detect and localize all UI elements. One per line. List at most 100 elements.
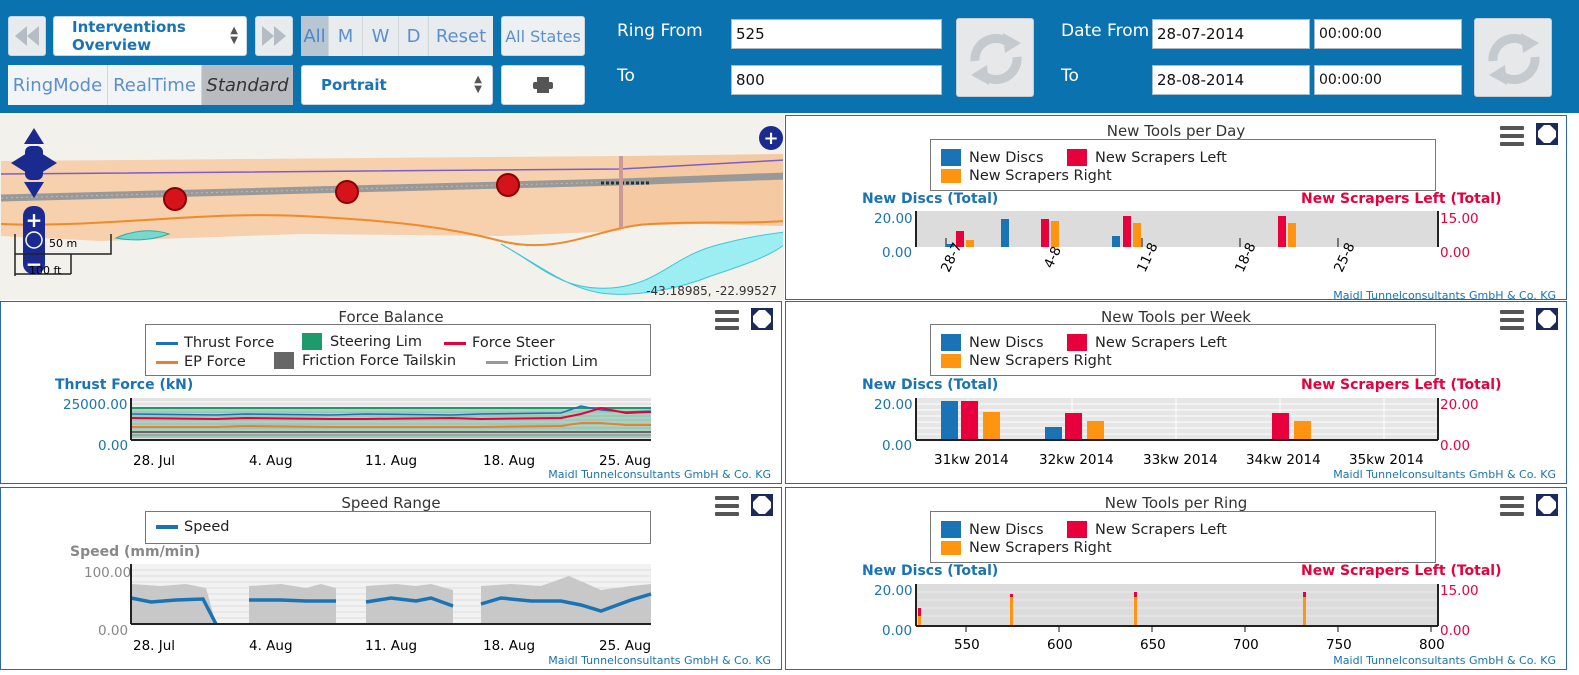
chart-credit[interactable]: Maidl Tunnelconsultants GmbH & Co. KG bbox=[1333, 289, 1556, 300]
chart-menu-icon[interactable] bbox=[715, 496, 739, 516]
legend-item[interactable]: Thrust Force bbox=[156, 335, 274, 351]
right-axis-title: New Scrapers Left (Total) bbox=[1301, 191, 1502, 207]
fullscreen-icon[interactable] bbox=[750, 307, 774, 331]
bar-scrapers-left[interactable] bbox=[1272, 413, 1289, 440]
legend-item[interactable]: Steering Lim bbox=[302, 333, 422, 350]
legend-item[interactable]: New Scrapers Left bbox=[1067, 334, 1227, 351]
series-speed[interactable] bbox=[365, 596, 454, 608]
all-states-button[interactable]: All States bbox=[501, 16, 585, 56]
bar-scrapers-left[interactable] bbox=[1134, 592, 1137, 597]
series-speed[interactable] bbox=[130, 596, 218, 625]
bar-scrapers-right[interactable] bbox=[1288, 223, 1296, 247]
chart-credit[interactable]: Maidl Tunnelconsultants GmbH & Co. KG bbox=[1333, 654, 1556, 667]
ring-from-label: Ring From bbox=[617, 21, 703, 41]
legend-item[interactable]: New Discs bbox=[941, 521, 1044, 538]
chart-menu-icon[interactable] bbox=[1500, 310, 1524, 330]
bar-scrapers-right[interactable] bbox=[1087, 421, 1104, 440]
chart-credit[interactable]: Maidl Tunnelconsultants GmbH & Co. KG bbox=[548, 654, 771, 667]
bar-scrapers-right[interactable] bbox=[1051, 221, 1059, 247]
ring-to-input[interactable]: 800 bbox=[731, 65, 942, 95]
bar-scrapers-right[interactable] bbox=[966, 240, 974, 247]
bar-new-discs[interactable] bbox=[1001, 219, 1009, 247]
legend-item[interactable]: Friction Force Tailskin bbox=[274, 352, 456, 369]
chart-credit[interactable]: Maidl Tunnelconsultants GmbH & Co. KG bbox=[548, 468, 771, 481]
bar-scrapers-right[interactable] bbox=[1133, 223, 1141, 247]
legend-item[interactable]: New Discs bbox=[941, 334, 1044, 351]
bar-scrapers-right[interactable] bbox=[1010, 597, 1013, 626]
bar-scrapers-left[interactable] bbox=[956, 231, 964, 247]
left-axis-title: Thrust Force (kN) bbox=[55, 377, 194, 393]
prev-button[interactable] bbox=[8, 16, 46, 56]
period-all-button[interactable]: All bbox=[301, 16, 329, 56]
fullscreen-icon[interactable] bbox=[750, 493, 774, 517]
bar-scrapers-left[interactable] bbox=[918, 608, 921, 616]
legend-item[interactable]: New Scrapers Left bbox=[1067, 521, 1227, 538]
legend-item[interactable]: Friction Lim bbox=[486, 354, 598, 370]
bar-scrapers-left[interactable] bbox=[961, 401, 978, 440]
fullscreen-icon[interactable] bbox=[1535, 493, 1559, 517]
realtime-button[interactable]: RealTime bbox=[108, 65, 202, 105]
marker-icon[interactable] bbox=[496, 173, 520, 197]
view-select[interactable]: Interventions Overview ▲ ▼ bbox=[53, 16, 247, 56]
legend-item[interactable]: New Scrapers Right bbox=[941, 168, 1112, 184]
ring-from-input[interactable]: 525 bbox=[731, 19, 942, 49]
series-speed[interactable] bbox=[249, 598, 336, 603]
bar-new-discs[interactable] bbox=[941, 401, 958, 440]
select-arrows-icon: ▲ ▼ bbox=[474, 74, 482, 95]
map-panel[interactable]: + − + 50 m 100 ft -43.18985, -22.99527 bbox=[0, 115, 784, 300]
series-force-steer[interactable] bbox=[130, 406, 652, 421]
legend-item[interactable]: Force Steer bbox=[444, 335, 555, 351]
ringmode-button[interactable]: RingMode bbox=[8, 65, 108, 105]
pan-control-icon[interactable] bbox=[11, 128, 57, 198]
date-from-input[interactable]: 28-07-2014 bbox=[1152, 19, 1310, 49]
fullscreen-icon[interactable] bbox=[1535, 122, 1559, 146]
period-month-button[interactable]: M bbox=[329, 16, 363, 56]
zoom-control[interactable]: + − bbox=[23, 206, 45, 276]
bar-scrapers-left[interactable] bbox=[1065, 413, 1082, 440]
bar-scrapers-left[interactable] bbox=[1041, 219, 1049, 247]
marker-icon[interactable] bbox=[163, 187, 187, 211]
bar-new-discs[interactable] bbox=[946, 244, 954, 247]
next-button[interactable] bbox=[255, 16, 293, 56]
series-ep-force[interactable] bbox=[131, 422, 651, 428]
legend-item[interactable]: Speed bbox=[156, 519, 229, 535]
chart-menu-icon[interactable] bbox=[715, 310, 739, 330]
bar-scrapers-right[interactable] bbox=[983, 412, 1000, 440]
period-day-button[interactable]: D bbox=[399, 16, 429, 56]
date-to-input[interactable]: 28-08-2014 bbox=[1152, 65, 1310, 95]
legend-item[interactable]: New Scrapers Right bbox=[941, 540, 1112, 556]
bar-scrapers-right[interactable] bbox=[918, 616, 921, 626]
chart-credit[interactable]: Maidl Tunnelconsultants GmbH & Co. KG bbox=[1333, 468, 1556, 481]
bar-scrapers-right[interactable] bbox=[1134, 597, 1137, 626]
bar-scrapers-left[interactable] bbox=[1123, 216, 1131, 247]
bar-new-discs[interactable] bbox=[1045, 427, 1062, 440]
period-week-button[interactable]: W bbox=[363, 16, 399, 56]
series-thrust-force[interactable] bbox=[130, 405, 652, 416]
time-to-input[interactable]: 00:00:00 bbox=[1314, 65, 1462, 95]
map-canvas[interactable]: + − + bbox=[1, 116, 784, 300]
chart-menu-icon[interactable] bbox=[1500, 496, 1524, 516]
bar-scrapers-left[interactable] bbox=[1278, 216, 1286, 247]
standard-button[interactable]: Standard bbox=[202, 65, 293, 105]
legend-item[interactable]: EP Force bbox=[156, 354, 246, 370]
legend-item[interactable]: New Scrapers Left bbox=[1067, 149, 1227, 166]
reset-button[interactable]: Reset bbox=[429, 16, 493, 56]
legend-item[interactable]: New Scrapers Right bbox=[941, 353, 1112, 369]
fullscreen-icon[interactable] bbox=[1535, 307, 1559, 331]
bar-new-discs[interactable] bbox=[1112, 236, 1120, 247]
add-layer-icon[interactable] bbox=[759, 126, 783, 150]
print-button[interactable] bbox=[501, 65, 585, 105]
orientation-select[interactable]: Portrait ▲ ▼ bbox=[301, 65, 493, 105]
legend-item[interactable]: New Discs bbox=[941, 149, 1044, 166]
steering-lim-band[interactable] bbox=[131, 408, 651, 438]
marker-icon[interactable] bbox=[335, 180, 359, 204]
time-from-input[interactable]: 00:00:00 bbox=[1314, 19, 1462, 49]
ring-refresh-button[interactable] bbox=[956, 18, 1034, 97]
chart-menu-icon[interactable] bbox=[1500, 126, 1524, 146]
bar-scrapers-left[interactable] bbox=[1303, 592, 1306, 597]
series-speed[interactable] bbox=[480, 592, 652, 613]
bar-scrapers-right[interactable] bbox=[1303, 597, 1306, 626]
date-refresh-button[interactable] bbox=[1474, 18, 1552, 97]
bar-scrapers-left[interactable] bbox=[1010, 594, 1013, 597]
bar-scrapers-right[interactable] bbox=[1294, 421, 1311, 440]
